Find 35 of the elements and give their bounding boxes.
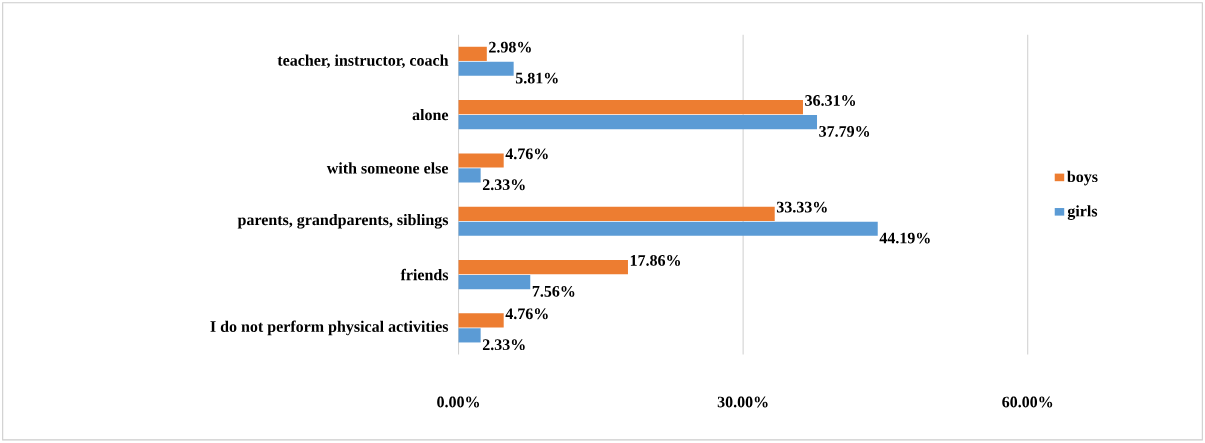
data-label: 2.98% xyxy=(489,41,531,53)
bar xyxy=(458,313,504,328)
x-tick-label: 30.00% xyxy=(717,396,768,408)
y-tick-label: friends xyxy=(400,269,449,281)
data-label: 4.76% xyxy=(505,308,548,320)
data-label: 7.56% xyxy=(532,286,575,298)
bar xyxy=(458,260,628,275)
legend-label: boys xyxy=(1067,171,1098,186)
y-tick-label: with someone else xyxy=(326,162,449,174)
legend-label: girls xyxy=(1067,205,1098,221)
data-label: 17.86% xyxy=(630,255,681,267)
bar xyxy=(458,168,481,183)
data-label: 4.76% xyxy=(505,148,548,160)
bar xyxy=(458,61,514,77)
data-label: 44.19% xyxy=(879,232,930,244)
bar xyxy=(458,206,775,222)
bar xyxy=(458,221,878,237)
data-label: 5.81% xyxy=(515,72,558,84)
y-tick-label: alone xyxy=(412,109,449,121)
bar xyxy=(458,47,487,62)
y-tick-label: parents, grandparents, siblings xyxy=(237,214,449,229)
bar xyxy=(458,100,803,115)
bar xyxy=(458,115,818,130)
data-label: 37.79% xyxy=(819,126,870,138)
y-tick-label: I do not perform physical activities xyxy=(210,320,449,336)
data-label: 33.33% xyxy=(776,201,827,213)
x-tick-label: 60.00% xyxy=(1002,396,1053,408)
x-tick-label: 0.00% xyxy=(437,396,480,408)
y-tick-label: teacher, instructor, coach xyxy=(277,54,449,69)
data-label: 2.33% xyxy=(482,339,525,351)
bar xyxy=(458,153,504,168)
bar xyxy=(458,328,481,343)
data-label: 36.31% xyxy=(805,95,856,107)
data-label: 2.33% xyxy=(482,179,525,191)
bar xyxy=(458,275,531,290)
